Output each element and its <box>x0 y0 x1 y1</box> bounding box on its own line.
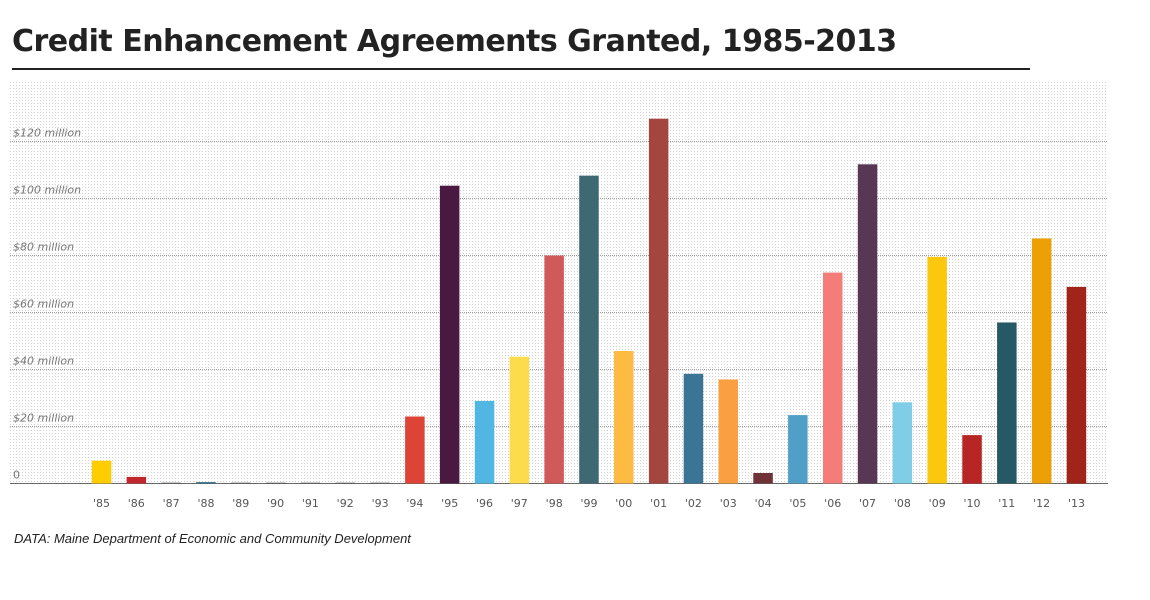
x-tick-label: '98 <box>546 497 563 510</box>
bar-00 <box>614 351 634 484</box>
y-tick-label: $60 million <box>13 298 74 311</box>
y-tick-label: $100 million <box>13 184 81 197</box>
bar-95 <box>439 185 460 484</box>
bar-93 <box>370 482 390 484</box>
bar-86 <box>126 476 147 484</box>
bar-96 <box>474 400 495 484</box>
x-tick-label: '88 <box>197 497 214 510</box>
x-tick-label: '11 <box>998 497 1015 510</box>
x-tick-label: '94 <box>406 497 423 510</box>
y-tick-label: $80 million <box>13 241 74 254</box>
x-tick-label: '09 <box>929 497 946 510</box>
x-tick-label: '91 <box>302 497 319 510</box>
x-tick-label: '06 <box>824 497 841 510</box>
data-source-note: DATA: Maine Department of Economic and C… <box>14 531 411 546</box>
x-tick-label: '85 <box>93 497 110 510</box>
bar-06 <box>823 272 843 484</box>
bar-87 <box>161 482 181 484</box>
bar-89 <box>231 482 251 484</box>
x-tick-label: '93 <box>372 497 389 510</box>
x-tick-label: '86 <box>128 497 145 510</box>
x-tick-label: '95 <box>441 497 458 510</box>
bar-12 <box>1031 238 1052 484</box>
x-tick-label: '87 <box>163 497 180 510</box>
x-tick-label: '13 <box>1068 497 1085 510</box>
bar-13 <box>1066 286 1087 484</box>
bar-94 <box>405 416 425 484</box>
x-tick-label: '10 <box>963 497 980 510</box>
title-rule <box>12 68 1030 70</box>
chart-title: Credit Enhancement Agreements Granted, 1… <box>12 24 897 59</box>
bar-90 <box>265 482 286 484</box>
x-tick-label: '99 <box>580 497 597 510</box>
bar-08 <box>892 402 913 484</box>
x-tick-label: '12 <box>1033 497 1050 510</box>
y-tick-label: $120 million <box>13 127 81 140</box>
x-tick-label: '01 <box>650 497 667 510</box>
bar-92 <box>335 482 355 484</box>
bar-91 <box>300 482 321 484</box>
bar-88 <box>196 482 216 484</box>
bar-01 <box>648 118 669 484</box>
x-tick-label: '92 <box>337 497 354 510</box>
x-tick-label: '00 <box>615 497 632 510</box>
bar-05 <box>788 415 808 484</box>
y-tick-label: $20 million <box>13 412 74 425</box>
bar-07 <box>857 164 878 484</box>
bar-03 <box>718 379 738 484</box>
x-tick-label: '07 <box>859 497 876 510</box>
x-tick-label: '08 <box>894 497 911 510</box>
y-tick-label: 0 <box>13 469 20 482</box>
bar-04 <box>753 473 773 484</box>
bar-85 <box>91 460 112 484</box>
bar-99 <box>579 175 599 484</box>
x-tick-label: '97 <box>511 497 528 510</box>
bar-02 <box>683 373 704 484</box>
x-tick-label: '02 <box>685 497 702 510</box>
x-tick-label: '90 <box>267 497 284 510</box>
bar-10 <box>962 435 982 484</box>
bar-97 <box>509 356 530 484</box>
y-tick-label: $40 million <box>13 355 74 368</box>
x-tick-label: '03 <box>720 497 737 510</box>
x-tick-label: '04 <box>755 497 772 510</box>
bar-09 <box>927 256 947 484</box>
bar-11 <box>997 322 1017 484</box>
x-tick-label: '96 <box>476 497 493 510</box>
x-tick-label: '05 <box>789 497 806 510</box>
bar-98 <box>544 255 564 484</box>
x-tick-label: '89 <box>232 497 249 510</box>
